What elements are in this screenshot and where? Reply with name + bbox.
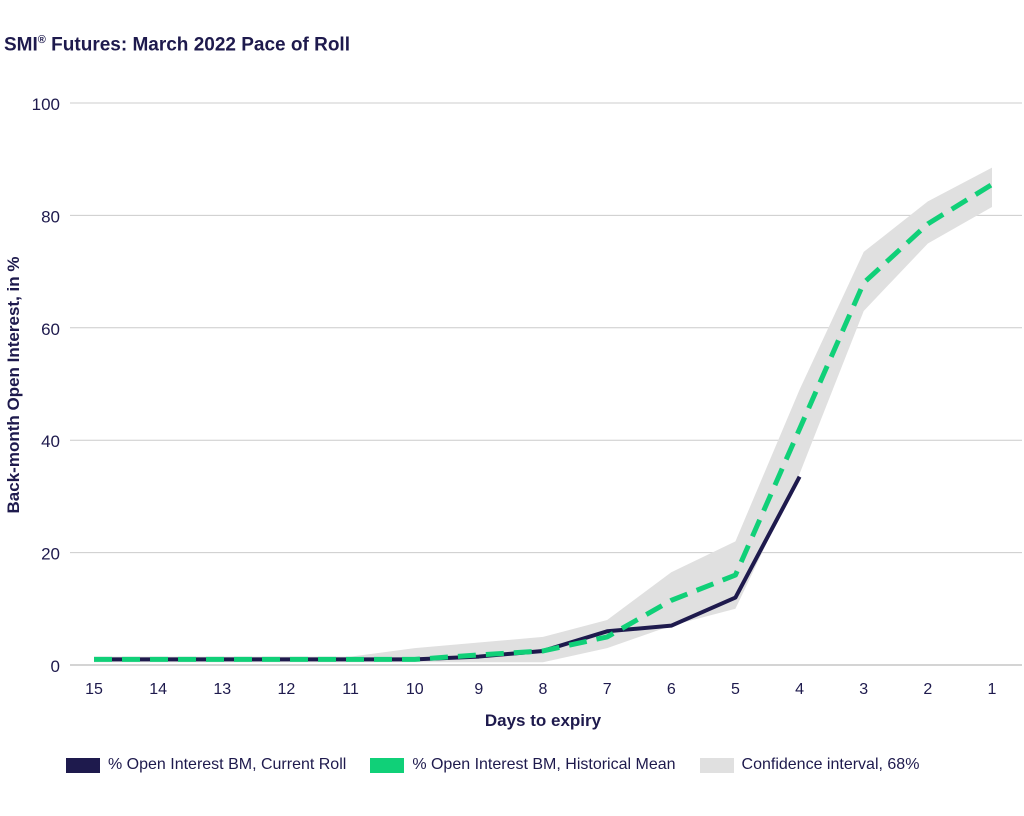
y-tick-label: 40	[41, 432, 60, 451]
title-rest: Futures: March 2022 Pace of Roll	[45, 34, 350, 56]
legend-item-confidence: Confidence interval, 68%	[699, 756, 920, 774]
legend-label-current: % Open Interest BM, Current Roll	[108, 756, 347, 773]
legend-label-confidence: Confidence interval, 68%	[741, 756, 920, 773]
x-tick-label: 1	[988, 681, 997, 698]
x-tick-label: 6	[667, 681, 676, 698]
legend-item-historical: % Open Interest BM, Historical Mean	[370, 756, 676, 774]
y-tick-label: 20	[41, 545, 60, 564]
y-tick-label: 80	[41, 207, 60, 226]
x-tick-label: 5	[731, 681, 740, 698]
x-tick-label: 7	[603, 681, 612, 698]
confidence-band	[94, 167, 992, 663]
y-tick-label: 0	[51, 657, 60, 676]
title-registered-mark: ®	[37, 34, 46, 46]
title-main: SMI	[4, 34, 38, 56]
historical-mean-line	[94, 182, 994, 662]
y-tick-label: 60	[41, 320, 60, 339]
y-axis-label: Back-month Open Interest, in %	[4, 257, 23, 514]
x-tick-label: 4	[795, 681, 804, 698]
y-tick-labels: 0 20 40 60 80 100	[32, 95, 60, 676]
gridlines	[70, 102, 1022, 666]
legend-swatch-historical	[370, 757, 405, 773]
legend-label-historical: % Open Interest BM, Historical Mean	[412, 756, 676, 773]
chart-title: SMI® Futures: March 2022 Pace of Roll	[4, 34, 350, 56]
confidence-interval-band	[94, 167, 992, 663]
x-tick-label: 11	[342, 681, 359, 698]
x-tick-label: 14	[149, 681, 167, 698]
x-tick-label: 12	[278, 681, 296, 698]
legend-item-current: % Open Interest BM, Current Roll	[66, 756, 346, 774]
x-tick-label: 9	[474, 681, 483, 698]
x-axis-label: Days to expiry	[485, 711, 602, 730]
x-tick-labels: 15 14 13 12 11 10 9 8 7 6 5 4 3 2 1	[85, 681, 996, 698]
x-tick-label: 8	[539, 681, 548, 698]
chart-svg: 0 20 40 60 80 100 15 14 13 12 11 10 9 8 7 6 5 4 3 2 1 Back-…	[4, 95, 1022, 730]
x-tick-label: 13	[213, 681, 231, 698]
x-tick-label: 3	[859, 681, 868, 698]
x-tick-label: 10	[406, 681, 424, 698]
y-tick-label: 100	[32, 95, 60, 114]
legend-swatch-current	[66, 757, 100, 773]
legend: % Open Interest BM, Current Roll % Open …	[66, 756, 919, 774]
series-lines	[94, 182, 994, 662]
x-tick-label: 15	[85, 681, 103, 698]
x-tick-label: 2	[923, 681, 932, 698]
legend-swatch-confidence	[699, 757, 734, 773]
